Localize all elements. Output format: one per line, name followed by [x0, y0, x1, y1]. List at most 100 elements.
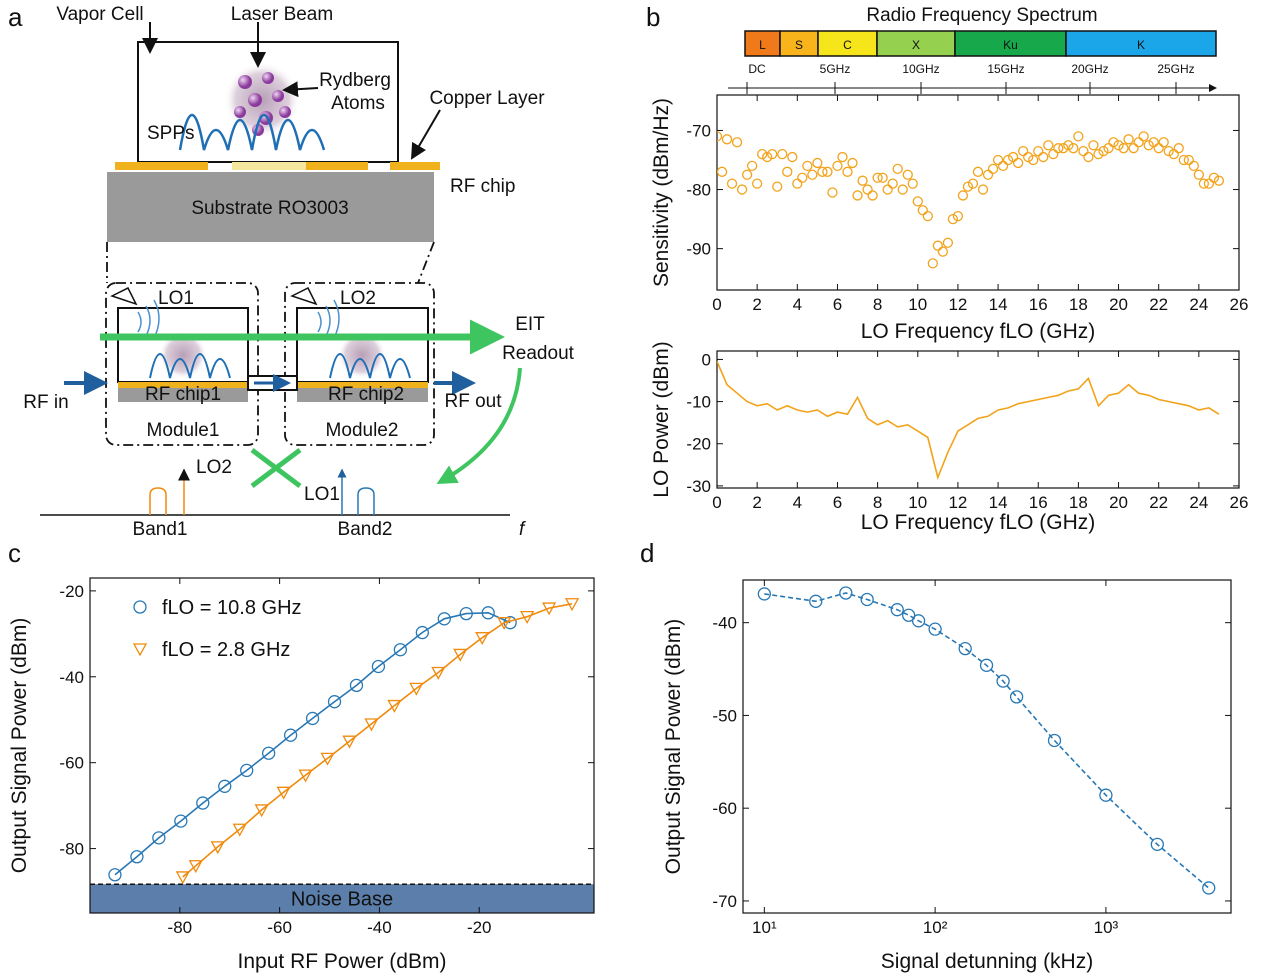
band-label: K [1137, 38, 1145, 52]
x-tick-label: 12 [948, 295, 967, 314]
point [736, 184, 748, 195]
point [1023, 151, 1034, 163]
point [254, 804, 269, 818]
chart: 10¹ 10² 10³ -70 -60 -50 -40 Signal detunning (k… [662, 579, 1232, 973]
legend-marker [133, 600, 147, 614]
point [958, 641, 972, 656]
point [877, 172, 888, 183]
point [1208, 172, 1220, 183]
point [481, 606, 495, 620]
point [1018, 145, 1029, 157]
x-tick-label: 2 [752, 493, 761, 512]
point [1123, 134, 1134, 145]
band-label: X [912, 38, 920, 52]
legend-marker [132, 643, 148, 657]
point [928, 622, 942, 636]
point [298, 769, 313, 783]
noise-region [90, 884, 594, 913]
y-tick-label: -20 [686, 435, 711, 454]
point [757, 587, 771, 601]
y-axis-label: Output Signal Power (dBm) [8, 618, 31, 874]
point [957, 190, 969, 201]
point [762, 151, 773, 163]
label: SPPs [147, 123, 195, 144]
point [1007, 151, 1019, 163]
panel-label: d [640, 538, 654, 568]
y-tick-label: -30 [686, 477, 711, 496]
point [1038, 151, 1049, 163]
panel-label: a [8, 2, 23, 32]
point [305, 711, 320, 726]
spectrum-tick-label: 20GHz [1071, 62, 1108, 76]
point [1093, 148, 1104, 160]
swap-cross [250, 448, 302, 488]
module-box [105, 282, 259, 446]
point [882, 184, 893, 195]
spectrum-tick-label: 25GHz [1157, 62, 1194, 76]
x-tick-label: 4 [793, 493, 802, 512]
point [992, 154, 1004, 166]
label: Module2 [326, 420, 399, 441]
point [996, 674, 1010, 688]
point [232, 823, 247, 837]
x-tick-label: 10² [923, 918, 948, 937]
point [860, 592, 874, 607]
y-tick-label: 0 [702, 350, 711, 369]
point [837, 151, 848, 163]
point [1113, 140, 1124, 151]
point [1073, 131, 1084, 142]
x-tick-label: 8 [873, 295, 882, 314]
x-axis-label: LO Frequency fLO (GHz) [861, 320, 1096, 343]
panel-label: c [8, 538, 21, 568]
x-tick-label: 20 [1109, 295, 1128, 314]
point [827, 187, 838, 198]
point [1138, 131, 1149, 142]
legend-label: fLO = 2.8 GHz [162, 639, 290, 661]
x-tick-label: -20 [467, 918, 492, 937]
point [731, 137, 743, 148]
point [1148, 137, 1159, 148]
x-axis-label: LO Frequency fLO (GHz) [861, 511, 1096, 534]
point [862, 184, 873, 195]
point [782, 166, 793, 177]
point [912, 196, 923, 207]
point [459, 606, 473, 621]
point [902, 608, 916, 622]
point [196, 796, 210, 810]
y-axis-label: LO Power (dBm) [650, 341, 673, 497]
point [1178, 154, 1189, 166]
x-tick-label: 18 [1069, 493, 1088, 512]
x-axis-label: Input RF Power (dBm) [238, 950, 447, 973]
y-tick-label: -10 [686, 393, 711, 412]
point [431, 666, 446, 680]
x-tick-label: 22 [1149, 493, 1168, 512]
band-label: L [759, 38, 766, 52]
band [817, 30, 878, 57]
point [415, 625, 429, 640]
label: Laser Beam [231, 4, 333, 25]
x-tick-label: 8 [873, 493, 882, 512]
y-tick-label: -60 [712, 799, 737, 818]
point [777, 148, 788, 160]
plot-area [108, 598, 580, 885]
point [1098, 145, 1109, 157]
chart: Noise Base -80 -60 -40 -20 -80 -60 -40 -20 Input … [8, 577, 595, 973]
point [327, 695, 342, 709]
point [1078, 145, 1089, 157]
point [1128, 143, 1139, 154]
point [842, 166, 853, 177]
point [717, 131, 723, 142]
point [1099, 788, 1113, 802]
point [564, 598, 580, 612]
point [387, 699, 402, 713]
x-tick-label: 10 [908, 493, 927, 512]
label: Band1 [133, 519, 188, 540]
y-tick-label: -60 [59, 754, 84, 773]
point [752, 178, 763, 189]
band-shape [357, 487, 375, 515]
band-label: S [795, 38, 803, 52]
point [867, 190, 878, 201]
x-tick-label: 14 [989, 493, 1008, 512]
arrow [282, 81, 319, 98]
point [240, 763, 254, 778]
